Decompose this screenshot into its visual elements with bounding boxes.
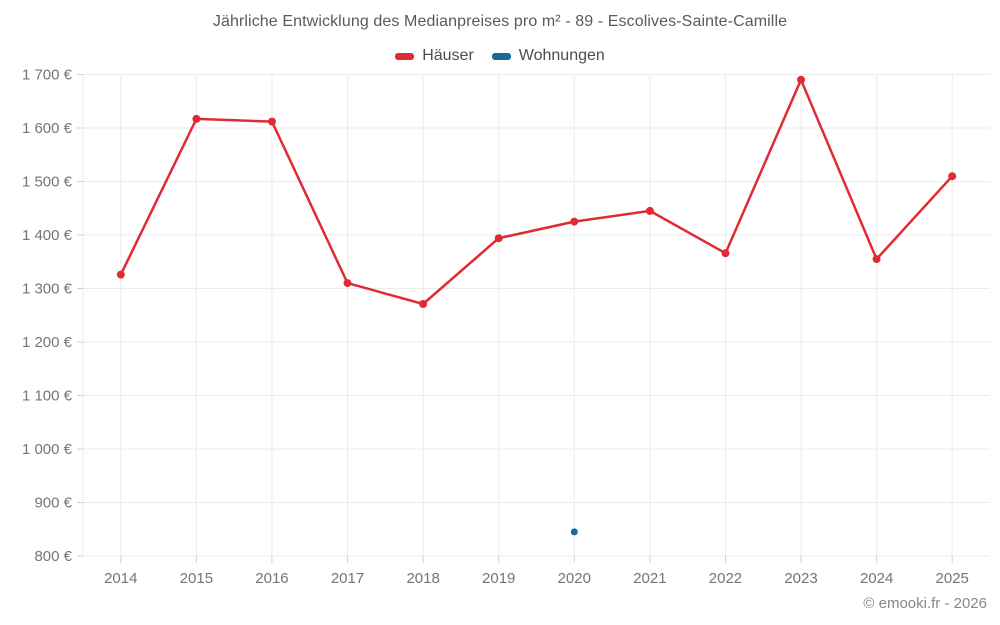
svg-text:2022: 2022 (709, 570, 742, 587)
svg-text:2023: 2023 (784, 570, 817, 587)
svg-text:1 000 €: 1 000 € (22, 441, 73, 458)
svg-text:1 500 €: 1 500 € (22, 174, 73, 191)
svg-text:2019: 2019 (482, 570, 515, 587)
svg-text:2017: 2017 (331, 570, 364, 587)
svg-text:1 400 €: 1 400 € (22, 227, 73, 244)
svg-text:1 100 €: 1 100 € (22, 388, 73, 405)
svg-text:2015: 2015 (180, 570, 213, 587)
legend-item-wohnungen[interactable]: Wohnungen (491, 47, 605, 65)
legend-item-hauser[interactable]: Häuser (395, 47, 474, 65)
svg-text:2020: 2020 (558, 570, 591, 587)
svg-text:1 200 €: 1 200 € (22, 334, 73, 351)
svg-text:1 700 €: 1 700 € (22, 67, 73, 84)
svg-text:2025: 2025 (936, 570, 969, 587)
svg-text:800 €: 800 € (34, 548, 72, 565)
svg-text:1 600 €: 1 600 € (22, 120, 73, 137)
svg-text:2014: 2014 (104, 570, 137, 587)
legend-label-wohnungen: Wohnungen (518, 47, 605, 64)
legend-swatch-wohnungen-icon (491, 52, 511, 60)
chart-legend: Häuser Wohnungen (0, 47, 1000, 65)
legend-swatch-hauser-icon (395, 52, 415, 60)
legend-label-hauser: Häuser (422, 47, 474, 64)
svg-text:900 €: 900 € (34, 495, 72, 512)
svg-text:2018: 2018 (406, 570, 439, 587)
svg-text:1 300 €: 1 300 € (22, 281, 73, 298)
svg-text:2016: 2016 (255, 570, 288, 587)
credit-text: © emooki.fr - 2026 (863, 595, 987, 612)
svg-text:2021: 2021 (633, 570, 666, 587)
svg-text:2024: 2024 (860, 570, 893, 587)
chart-title: Jährliche Entwicklung des Medianpreises … (212, 13, 788, 30)
